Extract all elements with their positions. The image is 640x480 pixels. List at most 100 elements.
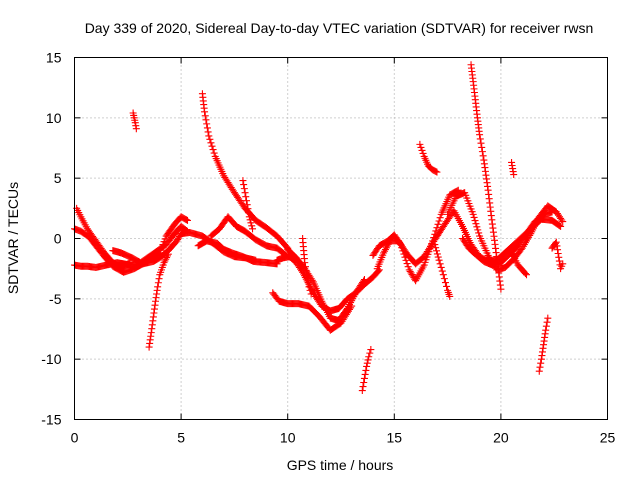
series-arc-b xyxy=(71,213,191,276)
data-point xyxy=(557,222,565,230)
x-tick-label: 25 xyxy=(600,430,616,446)
series-arc-e xyxy=(129,109,140,133)
data-point xyxy=(203,120,211,128)
data-point xyxy=(437,263,445,271)
data-point xyxy=(367,346,375,354)
data-point xyxy=(301,259,309,267)
data-point xyxy=(443,282,451,290)
data-point xyxy=(240,181,248,189)
data-point xyxy=(555,253,563,261)
data-point xyxy=(435,256,443,264)
data-point xyxy=(239,177,247,185)
x-tick-label: 20 xyxy=(493,430,509,446)
data-point xyxy=(201,108,209,116)
data-point xyxy=(556,222,564,230)
data-point xyxy=(182,226,190,234)
data-point xyxy=(246,216,254,224)
data-point xyxy=(475,229,483,237)
data-point xyxy=(360,374,368,382)
data-point xyxy=(240,185,248,193)
data-point xyxy=(301,263,309,271)
data-point xyxy=(419,149,427,157)
data-point xyxy=(435,217,443,225)
data-point xyxy=(542,322,550,330)
data-point xyxy=(207,139,215,147)
series-arc-r xyxy=(416,140,441,176)
series-arc-u xyxy=(467,61,505,293)
data-point xyxy=(479,152,487,160)
data-point xyxy=(364,356,372,364)
data-point xyxy=(347,304,355,312)
data-point xyxy=(163,252,171,260)
data-point xyxy=(522,271,530,279)
data-point xyxy=(125,259,133,267)
data-point xyxy=(361,370,369,378)
data-point xyxy=(308,276,316,284)
data-point xyxy=(365,353,373,361)
data-point xyxy=(244,205,252,213)
data-point xyxy=(418,146,426,154)
data-point xyxy=(439,271,447,279)
data-point xyxy=(404,263,412,271)
data-point xyxy=(474,226,482,234)
data-point xyxy=(182,216,190,224)
data-point xyxy=(510,171,518,179)
data-point xyxy=(431,241,439,249)
data-point xyxy=(242,197,250,205)
y-tick-label: -15 xyxy=(41,412,61,428)
series-arc-c xyxy=(73,204,134,271)
data-point xyxy=(536,363,544,371)
data-point xyxy=(558,216,566,224)
data-point xyxy=(183,227,191,235)
data-point xyxy=(163,254,171,262)
series-arc-w xyxy=(508,158,518,179)
data-point xyxy=(433,250,441,258)
data-point xyxy=(208,142,216,150)
data-point xyxy=(436,260,444,268)
x-tick-label: 5 xyxy=(177,430,185,446)
data-point xyxy=(469,210,477,218)
series-arc-x xyxy=(505,247,530,279)
data-point xyxy=(477,139,485,147)
data-point xyxy=(440,275,448,283)
data-point xyxy=(552,238,560,246)
data-point xyxy=(432,168,440,176)
x-axis-label: GPS time / hours xyxy=(287,457,394,473)
data-point xyxy=(160,259,168,267)
data-point xyxy=(470,213,478,221)
data-point xyxy=(473,223,481,231)
data-point xyxy=(363,362,371,370)
data-point xyxy=(544,314,552,322)
y-tick-label: -10 xyxy=(41,351,61,367)
data-point xyxy=(360,276,368,284)
data-point xyxy=(243,201,251,209)
data-point xyxy=(154,279,162,287)
data-point xyxy=(554,246,562,254)
data-point xyxy=(154,283,162,291)
data-point xyxy=(434,253,442,261)
data-point xyxy=(201,112,209,120)
data-point xyxy=(478,148,486,156)
data-point xyxy=(306,286,314,294)
y-tick-label: -5 xyxy=(49,291,62,307)
data-point xyxy=(559,260,567,268)
data-point xyxy=(307,290,315,298)
data-point xyxy=(441,279,449,287)
data-point xyxy=(210,149,218,157)
data-points xyxy=(71,61,567,395)
series-arc-d xyxy=(109,222,191,267)
data-point xyxy=(362,366,370,374)
data-point xyxy=(432,244,440,252)
data-point xyxy=(548,208,556,216)
data-point xyxy=(553,242,561,250)
series-arc-s xyxy=(431,241,454,300)
data-point xyxy=(305,283,313,291)
data-point xyxy=(416,140,424,148)
data-point xyxy=(161,257,169,265)
series-arc-p xyxy=(369,186,462,285)
data-point xyxy=(433,247,441,255)
data-point xyxy=(521,269,529,277)
series-arc-i xyxy=(194,237,281,268)
data-point xyxy=(476,131,484,139)
